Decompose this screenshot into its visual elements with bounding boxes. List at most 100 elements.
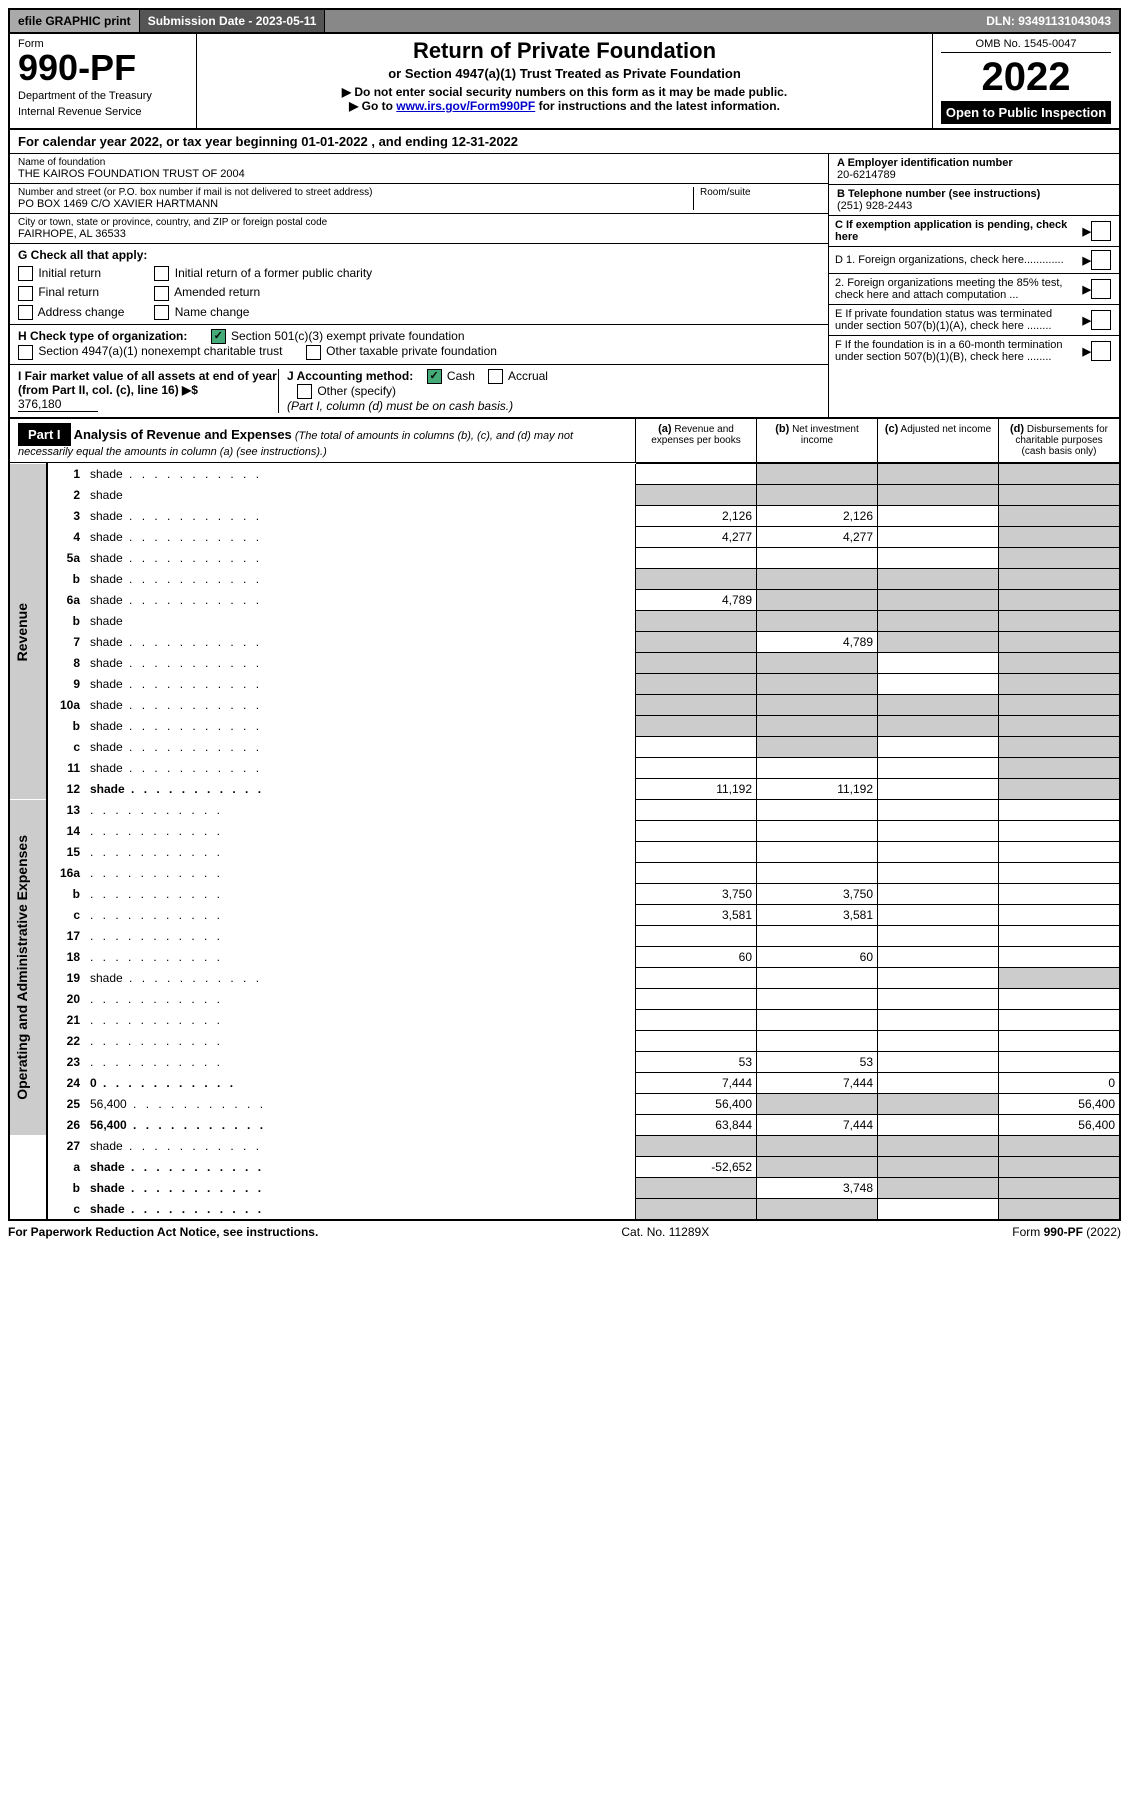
info-section: Name of foundation THE KAIROS FOUNDATION… [10,154,1119,417]
cell-shaded [636,1199,757,1220]
cell-value [999,989,1120,1010]
row-num: c [47,1199,86,1220]
info-left: Name of foundation THE KAIROS FOUNDATION… [10,154,828,417]
checkbox-cash[interactable] [427,369,442,384]
checkbox-initial-return[interactable] [18,266,33,281]
cell-shaded [757,653,878,674]
cell-shaded [999,758,1120,779]
checkbox-name-change[interactable] [154,305,169,320]
row-desc: shade [86,695,636,716]
cell-value [757,1010,878,1031]
cell-shaded [757,1136,878,1157]
checkbox-accrual[interactable] [488,369,503,384]
section-ij: I Fair market value of all assets at end… [10,365,828,418]
col-c-header: (c) Adjusted net income [877,419,998,462]
checkbox-d1[interactable] [1091,250,1111,270]
checkbox-f[interactable] [1091,341,1111,361]
cell-value: 3,750 [636,884,757,905]
foundation-name: THE KAIROS FOUNDATION TRUST OF 2004 [18,168,820,180]
checkbox-other-method[interactable] [297,384,312,399]
row-num: 5a [47,548,86,569]
cell-value [878,1073,999,1094]
row-desc [86,821,636,842]
cell-shaded [636,1178,757,1199]
cell-shaded [878,695,999,716]
checkbox-c[interactable] [1091,221,1111,241]
row-num: c [47,905,86,926]
cell-shaded [999,968,1120,989]
cell-shaded [636,674,757,695]
cell-value [636,926,757,947]
checkbox-initial-former[interactable] [154,266,169,281]
checkbox-501c3[interactable] [211,329,226,344]
cell-value: 2,126 [636,506,757,527]
row-num: 8 [47,653,86,674]
cell-value [757,968,878,989]
cell-shaded [999,485,1120,506]
row-desc: shade [86,779,636,800]
cell-value [636,989,757,1010]
row-desc: shade [86,590,636,611]
cell-shaded [878,716,999,737]
checkbox-e[interactable] [1091,310,1111,330]
row-num: 24 [47,1073,86,1094]
section-g: G Check all that apply: Initial return F… [10,244,828,325]
footer-form: Form 990-PF (2022) [1012,1225,1121,1239]
checkbox-amended[interactable] [154,286,169,301]
city-state-zip: FAIRHOPE, AL 36533 [18,228,820,240]
row-num: 18 [47,947,86,968]
row-desc: shade [86,758,636,779]
address-row: Number and street (or P.O. box number if… [10,184,828,214]
cell-value: 11,192 [636,779,757,800]
checkbox-final-return[interactable] [18,286,33,301]
omb-number: OMB No. 1545-0047 [941,38,1111,53]
cell-value [878,1010,999,1031]
calendar-year-row: For calendar year 2022, or tax year begi… [10,130,1119,154]
cell-shaded [999,632,1120,653]
form-header: Form 990-PF Department of the Treasury I… [10,34,1119,130]
row-num: 12 [47,779,86,800]
section-label: Revenue [10,464,47,800]
col-d-header: (d) Disbursements for charitable purpose… [998,419,1119,462]
page-footer: For Paperwork Reduction Act Notice, see … [8,1221,1121,1243]
checkbox-other-taxable[interactable] [306,345,321,360]
cell-shaded [999,590,1120,611]
row-desc: shade [86,968,636,989]
row-desc: 56,400 [86,1115,636,1136]
cell-value [999,884,1120,905]
cell-shaded [757,464,878,485]
checkbox-address-change[interactable] [18,305,33,320]
cell-value: 2,126 [757,506,878,527]
checkbox-d2[interactable] [1091,279,1111,299]
row-desc [86,800,636,821]
cell-value [878,947,999,968]
irs-link[interactable]: www.irs.gov/Form990PF [396,99,535,113]
cell-value [636,1031,757,1052]
cell-value [999,863,1120,884]
year-begin: 01-01-2022 [301,134,368,149]
row-num: 13 [47,800,86,821]
row-num: 11 [47,758,86,779]
cell-value [878,821,999,842]
row-num: 17 [47,926,86,947]
cell-value: 63,844 [636,1115,757,1136]
cell-value: 3,750 [757,884,878,905]
cell-shaded [878,611,999,632]
row-desc: shade [86,1157,636,1178]
section-label: Operating and Administrative Expenses [10,800,47,1136]
row-desc: 0 [86,1073,636,1094]
cell-value: 3,581 [636,905,757,926]
cell-value [878,968,999,989]
efile-label[interactable]: efile GRAPHIC print [10,10,140,32]
header-left: Form 990-PF Department of the Treasury I… [10,34,197,128]
checkbox-4947a1[interactable] [18,345,33,360]
cell-value [999,1052,1120,1073]
cell-value [999,926,1120,947]
row-num: 10a [47,695,86,716]
cell-shaded [878,1094,999,1115]
dln-label: DLN: 93491131043043 [978,10,1119,32]
cell-value [878,737,999,758]
cell-value [757,758,878,779]
cell-value: 7,444 [757,1073,878,1094]
cell-value [878,842,999,863]
